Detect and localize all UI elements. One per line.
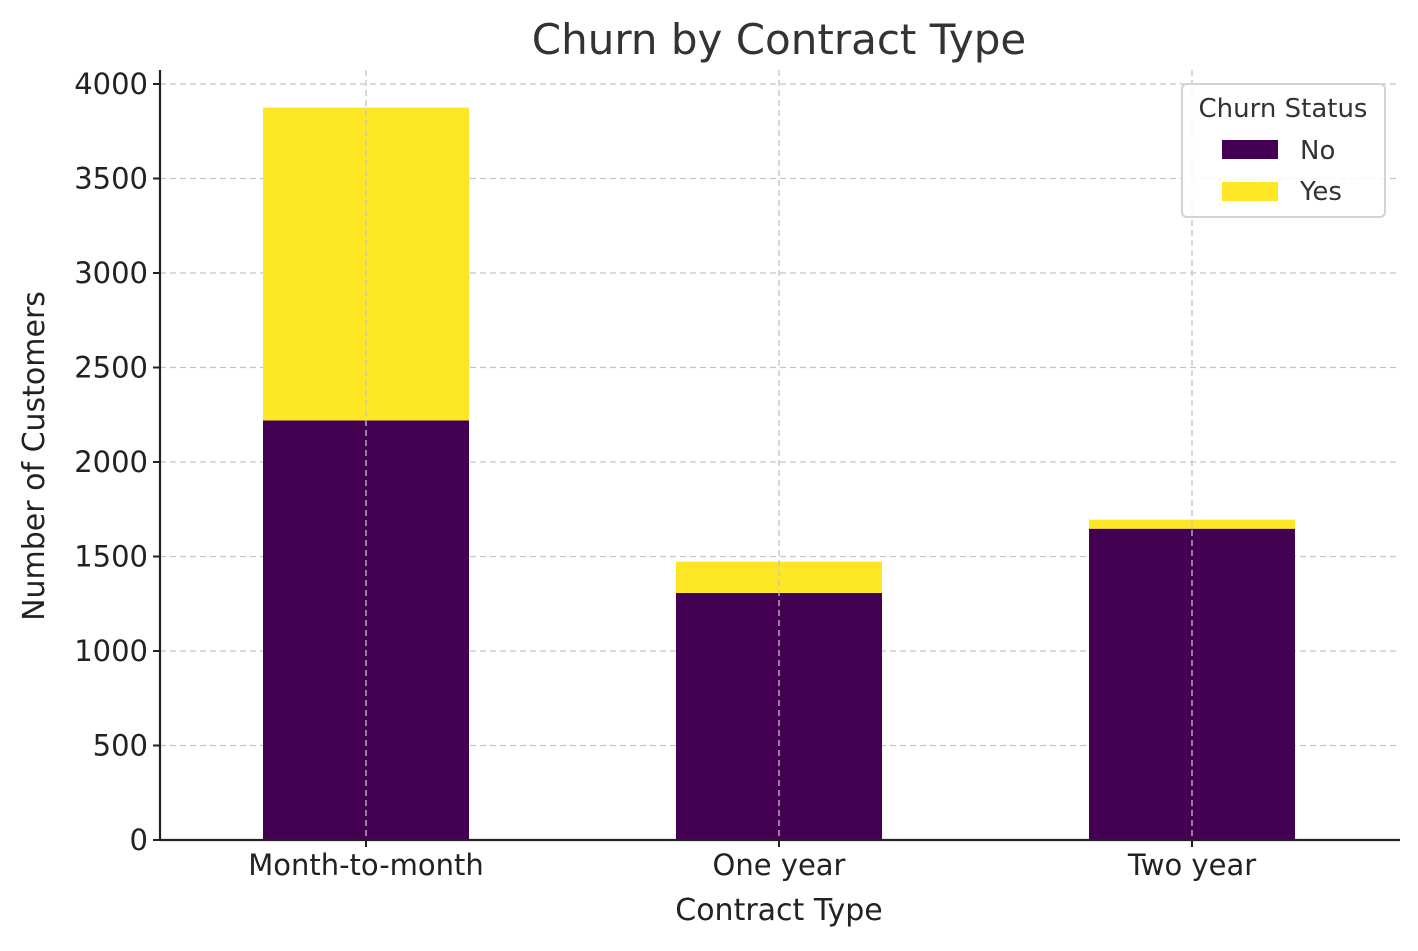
- y-tick-label: 1000: [74, 634, 148, 668]
- y-tick-label: 4000: [74, 67, 148, 101]
- legend-swatch-no: [1222, 140, 1278, 159]
- bars-layer: [263, 70, 1295, 840]
- legend-swatch-yes: [1222, 182, 1278, 201]
- x-tick-label: Month-to-month: [248, 848, 484, 882]
- legend-label-yes: Yes: [1299, 177, 1342, 207]
- y-tick-label: 1500: [74, 540, 148, 574]
- ticks-layer: 0 500 1000 1500 2000 2500 3000 3500 4000 Month-to…: [74, 67, 1256, 882]
- y-tick-label: 3000: [74, 256, 148, 290]
- y-tick-label: 2500: [74, 351, 148, 385]
- y-tick-label: 3500: [74, 162, 148, 196]
- y-axis-label: Number of Customers: [17, 291, 52, 621]
- y-tick-label: 2000: [74, 445, 148, 479]
- y-tick-label: 0: [130, 823, 148, 857]
- bar-yes-one-year: [676, 561, 882, 593]
- y-tick-label: 500: [93, 729, 148, 763]
- legend-label-no: No: [1300, 136, 1335, 166]
- x-tick-label: Two year: [1127, 848, 1256, 882]
- x-tick-label: One year: [713, 848, 846, 882]
- chart-title: Churn by Contract Type: [532, 15, 1026, 64]
- legend: Churn Status No Yes: [1181, 83, 1386, 218]
- legend-title: Churn Status: [1199, 94, 1368, 124]
- x-axis-label: Contract Type: [675, 893, 883, 928]
